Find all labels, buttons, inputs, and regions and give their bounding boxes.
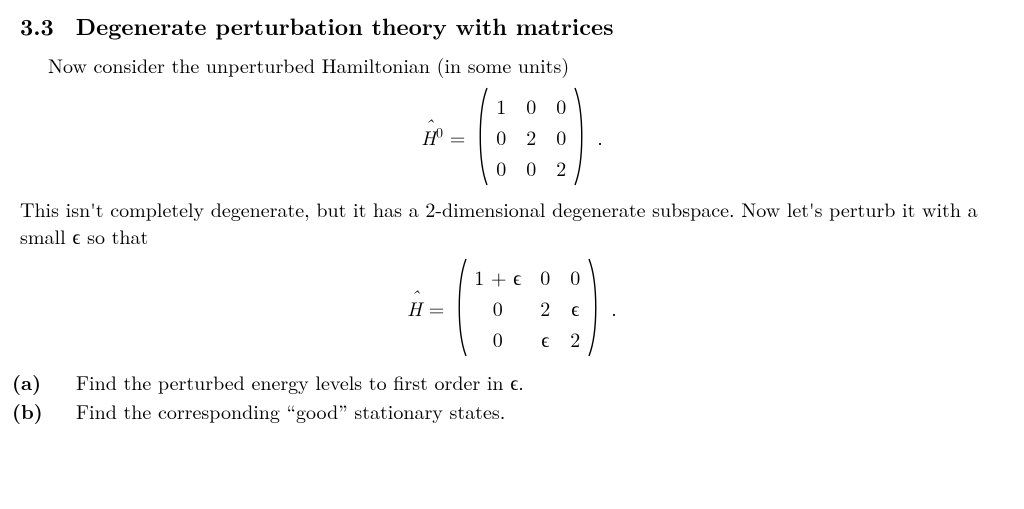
matrix-h: 1 + ϵ 0 0 0 2 ϵ 0 ϵ 2 bbox=[454, 257, 601, 358]
h-hat-symbol: H bbox=[421, 123, 436, 150]
m-h0-21: 0 bbox=[525, 154, 537, 181]
m-h0-20: 0 bbox=[495, 154, 507, 181]
m-h-22: 2 bbox=[569, 325, 581, 352]
m-h0-01: 0 bbox=[525, 92, 537, 119]
m-h0-00: 1 bbox=[495, 92, 507, 119]
matrix-h0: 1 0 0 0 2 0 0 0 2 bbox=[475, 86, 587, 187]
intro-paragraph: Now consider the unperturbed Hamiltonian… bbox=[20, 51, 1004, 78]
right-paren-icon bbox=[573, 86, 587, 187]
question-b-label: (b) bbox=[46, 397, 76, 424]
question-b-text: Find the corresponding “good” stationary… bbox=[76, 396, 505, 425]
m-h-11: 2 bbox=[539, 294, 551, 321]
m-h-21: ϵ bbox=[539, 325, 551, 352]
m-h-10: 0 bbox=[474, 294, 521, 321]
m-h0-02: 0 bbox=[555, 92, 567, 119]
m-h0-11: 2 bbox=[525, 123, 537, 150]
mid-paragraph: This isn't completely degenerate, but it… bbox=[20, 195, 1004, 249]
equation-h-lhs: H = bbox=[407, 294, 444, 321]
question-a-text: Find the perturbed energy levels to firs… bbox=[76, 367, 524, 396]
question-a: (a)Find the perturbed energy levels to f… bbox=[20, 368, 1004, 395]
section-number: 3.3 bbox=[20, 10, 54, 41]
m-h0-10: 0 bbox=[495, 123, 507, 150]
question-a-label: (a) bbox=[46, 368, 76, 395]
m-h-02: 0 bbox=[569, 263, 581, 290]
section-heading: 3.3 Degenerate perturbation theory with m… bbox=[20, 10, 1004, 41]
question-list: (a)Find the perturbed energy levels to f… bbox=[20, 368, 1004, 424]
m-h-12: ϵ bbox=[569, 294, 581, 321]
h0-superscript: 0 bbox=[436, 122, 443, 142]
section-title: Degenerate perturbation theory with matr… bbox=[76, 9, 614, 42]
eq2-period: . bbox=[611, 294, 617, 321]
equation-h: H = 1 + ϵ 0 0 0 2 ϵ 0 ϵ 2 . bbox=[20, 257, 1004, 358]
question-b: (b)Find the corresponding “good” station… bbox=[20, 397, 1004, 424]
h-hat-symbol-2: H bbox=[407, 294, 422, 321]
matrix-h-cells: 1 + ϵ 0 0 0 2 ϵ 0 ϵ 2 bbox=[468, 257, 587, 358]
m-h0-12: 0 bbox=[555, 123, 567, 150]
equation-h0-lhs: H0 = bbox=[421, 123, 465, 150]
left-paren-icon bbox=[454, 257, 468, 358]
equation-h0: H0 = 1 0 0 0 2 0 0 0 2 . bbox=[20, 86, 1004, 187]
right-paren-icon bbox=[587, 257, 601, 358]
matrix-h0-cells: 1 0 0 0 2 0 0 0 2 bbox=[489, 86, 573, 187]
left-paren-icon bbox=[475, 86, 489, 187]
m-h-01: 0 bbox=[539, 263, 551, 290]
m-h-00: 1 + ϵ bbox=[474, 263, 521, 290]
m-h-20: 0 bbox=[474, 325, 521, 352]
m-h0-22: 2 bbox=[555, 154, 567, 181]
eq1-period: . bbox=[597, 123, 603, 150]
